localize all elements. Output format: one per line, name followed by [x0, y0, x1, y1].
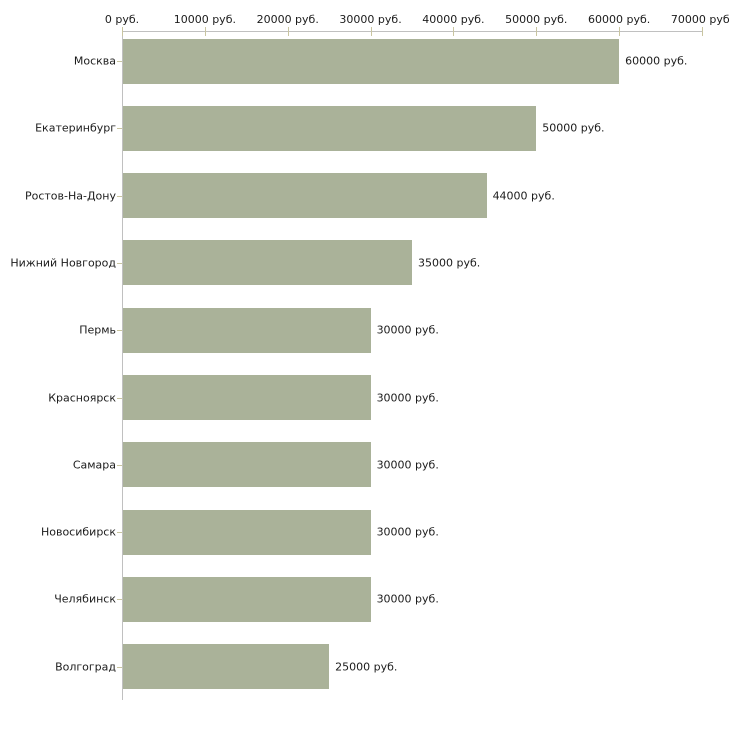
category-label: Красноярск: [48, 391, 116, 404]
category-tick-mark: [117, 532, 122, 534]
category-tick-mark: [117, 262, 122, 264]
bar: [123, 442, 371, 488]
x-axis-line: [122, 31, 702, 32]
category-tick-mark: [117, 666, 122, 668]
category-tick-mark: [117, 397, 122, 399]
bar: [123, 240, 412, 286]
x-axis-tick-mark: [204, 27, 206, 36]
x-axis-tick-label: 60000 руб.: [588, 13, 651, 26]
value-label: 30000 руб.: [376, 391, 439, 404]
category-tick-mark: [117, 464, 122, 466]
bar: [123, 509, 371, 555]
bar: [123, 105, 537, 151]
category-tick-mark: [117, 61, 122, 62]
bar: [123, 644, 330, 690]
x-axis-tick-mark: [453, 27, 455, 36]
value-label: 30000 руб.: [376, 323, 439, 337]
bar: [123, 576, 371, 622]
y-axis-line: [122, 31, 123, 700]
value-label: 30000 руб.: [376, 592, 439, 606]
value-label: 60000 руб.: [625, 54, 688, 68]
category-tick-mark: [117, 330, 122, 332]
category-tick-mark: [117, 195, 122, 197]
category-label: Волгоград: [55, 660, 116, 674]
value-label: 44000 руб.: [492, 189, 555, 203]
category-label: Пермь: [79, 323, 116, 337]
x-axis-tick-label: 50000 руб.: [505, 13, 568, 26]
x-axis-tick-label: 30000 руб.: [339, 13, 402, 26]
x-axis-tick-label: 20000 руб.: [256, 13, 319, 26]
x-axis-tick-mark: [370, 27, 372, 36]
value-label: 30000 руб.: [376, 458, 439, 472]
bar: [123, 173, 487, 219]
category-label: Самара: [72, 458, 116, 472]
value-label: 25000 руб.: [335, 660, 398, 674]
bar: [123, 375, 371, 420]
x-axis-tick-mark: [287, 27, 289, 36]
bar: [123, 38, 620, 84]
category-label: Москва: [73, 54, 116, 68]
category-tick-mark: [117, 128, 122, 130]
category-label: Нижний Новгород: [10, 256, 116, 270]
x-axis-tick-label: 10000 руб.: [173, 13, 236, 26]
category-label: Ростов-На-Дону: [24, 189, 116, 203]
x-axis-tick-label: 40000 руб.: [422, 13, 485, 26]
value-label: 30000 руб.: [376, 525, 439, 539]
x-axis-tick-mark: [619, 27, 621, 36]
x-axis-tick-mark: [122, 27, 123, 36]
category-tick-mark: [117, 599, 122, 601]
value-label: 35000 руб.: [418, 256, 481, 270]
x-axis-tick-mark: [536, 27, 538, 36]
x-axis-tick-mark: [702, 27, 703, 36]
bar: [123, 307, 371, 353]
category-label: Челябинск: [54, 592, 116, 606]
category-label: Екатеринбург: [35, 121, 116, 135]
x-axis-tick-label: 70000 руб.: [670, 13, 730, 26]
x-axis-tick-label: 0 руб.: [104, 13, 140, 26]
category-label: Новосибирск: [40, 525, 116, 539]
value-label: 50000 руб.: [542, 121, 605, 135]
